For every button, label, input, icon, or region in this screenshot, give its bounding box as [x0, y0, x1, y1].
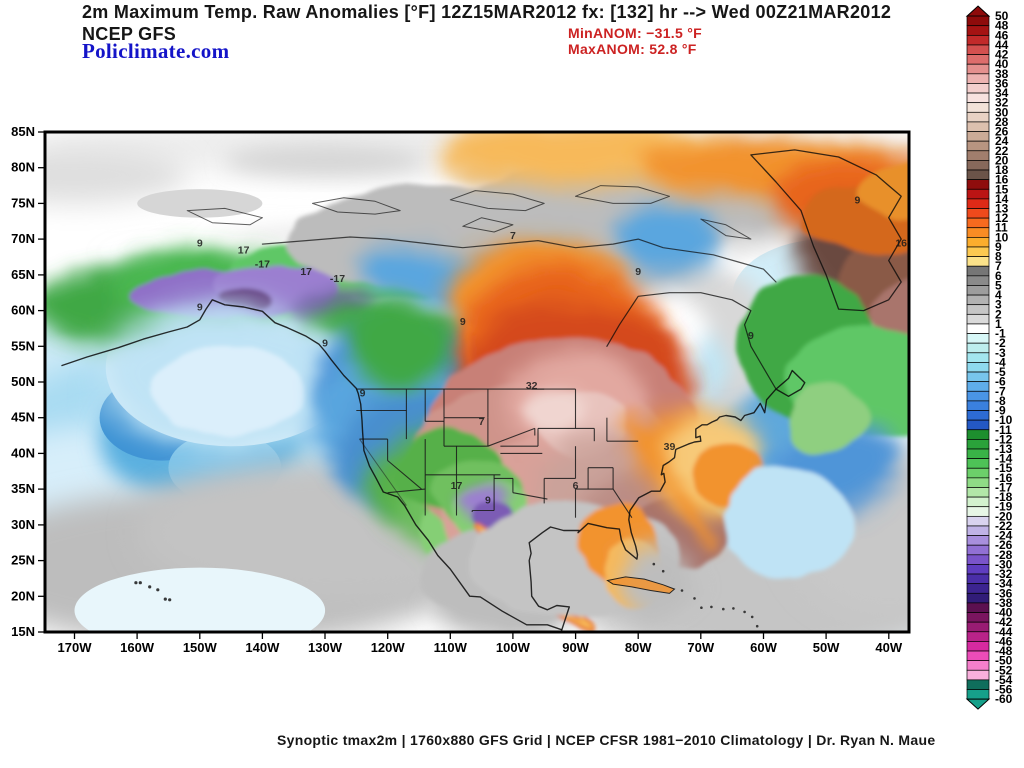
svg-text:16: 16	[895, 237, 907, 249]
svg-text:140W: 140W	[245, 640, 280, 655]
svg-text:45N: 45N	[11, 410, 35, 425]
svg-text:9: 9	[322, 337, 328, 349]
svg-text:110W: 110W	[434, 640, 468, 655]
svg-text:32: 32	[526, 380, 538, 392]
svg-text:-60: -60	[995, 692, 1013, 706]
svg-text:9: 9	[485, 494, 491, 506]
svg-text:25N: 25N	[11, 553, 35, 568]
svg-text:40N: 40N	[11, 445, 35, 460]
svg-text:35N: 35N	[11, 481, 35, 496]
svg-text:7: 7	[510, 230, 516, 242]
svg-text:75N: 75N	[11, 195, 35, 210]
svg-text:90W: 90W	[562, 640, 589, 655]
svg-text:-17: -17	[255, 259, 270, 271]
svg-text:30N: 30N	[11, 517, 35, 532]
svg-text:80W: 80W	[625, 640, 652, 655]
svg-text:170W: 170W	[58, 640, 93, 655]
svg-text:100W: 100W	[496, 640, 531, 655]
svg-text:130W: 130W	[308, 640, 343, 655]
svg-text:65N: 65N	[11, 267, 35, 282]
svg-text:150W: 150W	[183, 640, 218, 655]
svg-text:7: 7	[479, 416, 485, 428]
svg-text:39: 39	[664, 441, 676, 453]
svg-text:15N: 15N	[11, 624, 35, 639]
svg-text:17: 17	[451, 480, 463, 492]
svg-text:9: 9	[360, 387, 366, 399]
svg-text:70W: 70W	[687, 640, 714, 655]
svg-text:55N: 55N	[11, 338, 35, 353]
svg-text:160W: 160W	[120, 640, 155, 655]
svg-text:60W: 60W	[750, 640, 777, 655]
svg-text:9: 9	[197, 237, 203, 249]
svg-text:80N: 80N	[11, 160, 35, 175]
svg-text:17: 17	[300, 266, 312, 278]
svg-text:85N: 85N	[11, 124, 35, 139]
svg-text:-17: -17	[330, 273, 345, 285]
svg-text:20N: 20N	[11, 588, 35, 603]
svg-text:120W: 120W	[371, 640, 406, 655]
svg-text:9: 9	[460, 316, 466, 328]
svg-text:17: 17	[238, 244, 250, 256]
svg-text:60N: 60N	[11, 303, 35, 318]
svg-text:9: 9	[748, 330, 754, 342]
svg-text:50N: 50N	[11, 374, 35, 389]
svg-text:40W: 40W	[875, 640, 902, 655]
svg-text:9: 9	[635, 266, 641, 278]
svg-text:6: 6	[573, 480, 579, 492]
svg-text:9: 9	[854, 194, 860, 206]
svg-text:50W: 50W	[813, 640, 840, 655]
svg-text:9: 9	[197, 302, 203, 314]
svg-text:70N: 70N	[11, 231, 35, 246]
